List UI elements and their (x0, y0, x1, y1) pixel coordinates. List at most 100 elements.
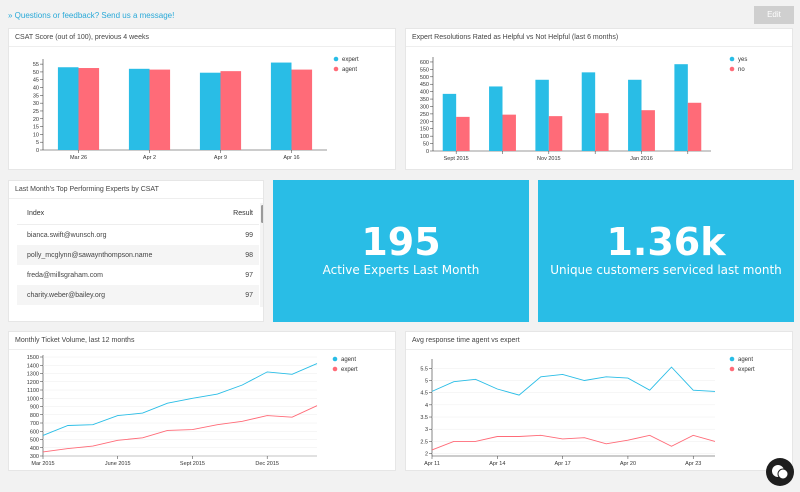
x-tick-label: Mar 26 (70, 155, 87, 161)
col-index-header[interactable]: Index (27, 210, 45, 217)
legend-label-yes: yes (738, 57, 747, 63)
response-time-card: Avg response time agent vs expert 2 2.5 3 3… (405, 331, 793, 471)
scroll-thumb[interactable] (261, 205, 263, 223)
y-tick-label: 0 (426, 149, 429, 155)
y-tick-label: 40 (33, 86, 39, 92)
y-tick-label: 55 (33, 62, 39, 68)
top-experts-title: Last Month's Top Performing Experts by C… (15, 186, 159, 193)
table-row[interactable]: charity.weber@bailey.org 97 (17, 285, 259, 305)
y-tick-label: 35 (33, 93, 39, 99)
feedback-link[interactable]: » Questions or feedback? Send us a messa… (8, 11, 175, 20)
y-tick-label: 50 (33, 70, 39, 76)
bar-no (687, 102, 702, 151)
legend-swatch-agent (332, 356, 338, 362)
bar-agent (220, 71, 242, 150)
table-row[interactable]: polly_mcglynn@sawaynthompson.name 98 (17, 245, 259, 265)
ticket-volume-chart: 300 400 500 600 700 800 900 1000 1100 1200 1300 140… (27, 355, 358, 467)
bar-expert (199, 72, 221, 150)
legend-label-no: no (738, 67, 745, 73)
y-tick-label: 900 (30, 405, 39, 411)
y-tick-label: 300 (30, 454, 39, 460)
y-tick-label: 550 (420, 67, 429, 73)
y-tick-label: 5.5 (420, 366, 428, 372)
y-tick-label: 150 (420, 127, 429, 133)
expert-result: 97 (245, 291, 253, 299)
y-tick-label: 1500 (27, 355, 39, 361)
x-tick-label: Jan 2016 (630, 156, 653, 162)
y-tick-label: 1400 (27, 363, 39, 369)
y-tick-label: 2 (425, 452, 428, 458)
y-tick-label: 15 (33, 125, 39, 131)
x-tick-label: Apr 23 (685, 461, 701, 467)
y-tick-label: 10 (33, 132, 39, 138)
y-tick-label: 1000 (27, 396, 39, 402)
table-header: Index Result (17, 203, 259, 225)
csat-title: CSAT Score (out of 100), previous 4 week… (15, 34, 149, 41)
x-tick-label: Apr 11 (424, 461, 440, 467)
y-tick-label: 400 (420, 90, 429, 96)
y-tick-label: 5 (36, 140, 39, 146)
bar-agent (149, 69, 171, 150)
bar-yes (442, 93, 457, 151)
legend-swatch-agent (729, 356, 735, 362)
bar-yes (489, 86, 503, 151)
x-tick-label: Dec 2015 (255, 461, 279, 467)
y-tick-label: 450 (420, 82, 429, 88)
unique-customers-stat: 1.36k Unique customers serviced last mon… (538, 180, 794, 322)
x-tick-label: Apr 16 (283, 155, 299, 161)
legend-label-expert: expert (738, 367, 755, 373)
response-time-chart: 2 2.5 3 3.5 4 4.5 5 5.5 Apr 11 Apr 14 Apr 17 Apr 20… (420, 356, 755, 467)
y-tick-label: 20 (33, 117, 39, 123)
x-tick-label: June 2015 (105, 461, 131, 467)
table-row[interactable]: bianca.swift@wunsch.org 99 (17, 225, 259, 245)
expert-email: charity.weber@bailey.org (27, 291, 106, 299)
y-tick-label: 300 (420, 104, 429, 110)
active-experts-label: Active Experts Last Month (322, 263, 480, 277)
y-tick-label: 50 (423, 142, 429, 148)
legend-swatch-expert (333, 56, 339, 62)
x-tick-label: Sept 2015 (180, 461, 205, 467)
edit-button[interactable]: Edit (754, 6, 794, 24)
bar-no (456, 116, 470, 151)
y-tick-label: 700 (30, 421, 39, 427)
y-tick-label: 3.5 (420, 415, 428, 421)
y-tick-label: 5 (425, 378, 428, 384)
csat-card: CSAT Score (out of 100), previous 4 week… (8, 28, 396, 170)
bar-no (595, 113, 609, 151)
bar-expert (270, 62, 292, 151)
y-tick-label: 0 (36, 148, 39, 154)
active-experts-stat: 195 Active Experts Last Month (273, 180, 529, 322)
legend-swatch-agent (333, 66, 339, 72)
legend-swatch-expert (332, 366, 338, 372)
bar-yes (674, 64, 688, 151)
ticket-volume-card: Monthly Ticket Volume, last 12 months 30… (8, 331, 396, 471)
series-line-agent (431, 366, 716, 396)
y-tick-label: 45 (33, 78, 39, 84)
y-tick-label: 200 (420, 119, 429, 125)
x-tick-label: Apr 9 (214, 155, 227, 161)
y-tick-label: 3 (425, 427, 428, 433)
x-tick-label: Apr 20 (620, 461, 636, 467)
y-tick-label: 1100 (27, 388, 39, 394)
chat-button[interactable] (766, 458, 794, 486)
chat-bubble-icon (772, 465, 789, 480)
table-scrollbar[interactable] (260, 203, 263, 307)
col-result-header[interactable]: Result (233, 210, 253, 217)
expert-email: polly_mcglynn@sawaynthompson.name (27, 251, 153, 259)
y-tick-label: 400 (30, 446, 39, 452)
x-tick-label: Nov 2015 (537, 156, 561, 162)
bar-yes (535, 79, 549, 151)
top-experts-card: Last Month's Top Performing Experts by C… (8, 180, 264, 322)
y-tick-label: 2.5 (420, 439, 428, 445)
x-tick-label: Apr 17 (555, 461, 571, 467)
experts-table: Index Result bianca.swift@wunsch.org 99 po… (17, 203, 259, 305)
bar-agent (78, 68, 100, 150)
y-tick-label: 600 (420, 60, 429, 66)
table-row[interactable]: freda@millsgraham.com 97 (17, 265, 259, 285)
expert-email: freda@millsgraham.com (27, 271, 103, 279)
y-tick-label: 100 (420, 134, 429, 140)
bar-no (641, 110, 655, 151)
ticket-volume-title: Monthly Ticket Volume, last 12 months (15, 337, 135, 344)
bar-no (502, 114, 516, 151)
